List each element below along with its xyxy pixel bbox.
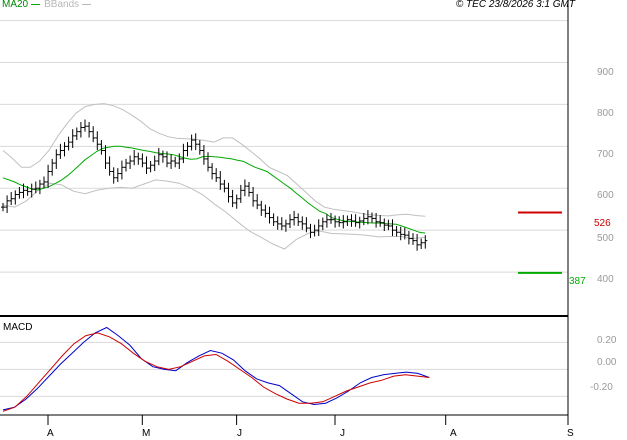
month-label: J [237,428,242,439]
legend-bbands-swatch [82,3,92,5]
legend-bbands-label: BBands [44,0,80,10]
macd-tick-label: 0.00 [597,357,617,368]
month-label: A [450,428,457,439]
bollinger-bands [2,103,426,250]
price-levels [518,211,562,274]
month-label: S [567,428,574,439]
price-tick-label: 600 [597,190,614,201]
signal-line [2,332,430,412]
month-label: M [142,428,151,439]
bband-upper-line [2,103,426,217]
price-bars [1,119,428,251]
legend-ma20-label: MA20 [2,0,29,10]
month-label: J [340,428,345,439]
support-level-label: 387 [569,276,586,287]
copyright-timestamp: © TEC 23/8/2026 3:1 GMT [455,0,575,10]
price-tick-label: 500 [597,233,614,244]
price-tick-label: 700 [597,149,614,160]
indicator-legend: MA20 BBands [2,0,95,11]
bband-lower-line [2,179,426,250]
macd-tick-label: 0.20 [597,335,617,346]
macd-lines [2,326,430,412]
price-tick-label: 400 [597,274,614,285]
chart-grid [0,20,568,397]
macd-line [2,326,430,411]
ma20-line [2,145,426,234]
macd-tick-label: -0.20 [590,382,613,393]
resistance-level-label: 526 [594,218,611,229]
price-tick-label: 800 [597,108,614,119]
price-tick-label: 900 [597,67,614,78]
chart-frame [0,0,569,425]
month-label: A [47,428,54,439]
ma20-line [2,145,426,234]
legend-ma20-swatch [31,3,41,5]
macd-panel-title: MACD [3,322,33,333]
